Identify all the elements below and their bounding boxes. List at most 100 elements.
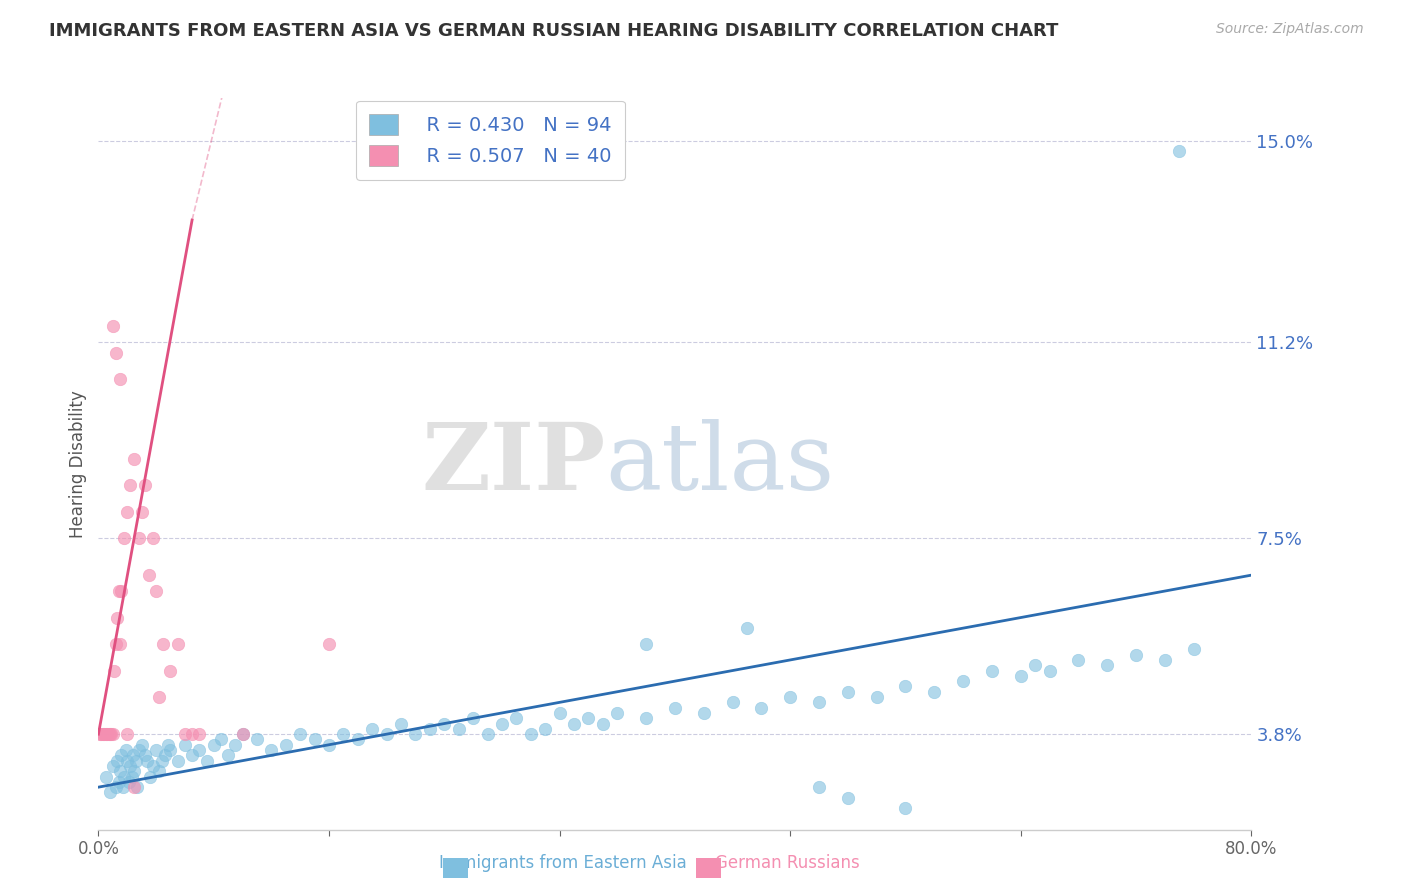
Point — [419, 722, 441, 736]
Point — [477, 727, 499, 741]
Point — [447, 722, 470, 736]
Point — [318, 738, 340, 752]
Point — [375, 727, 398, 741]
Point — [156, 738, 179, 752]
Point — [112, 770, 135, 784]
Point — [491, 716, 513, 731]
Point — [134, 478, 156, 492]
Point — [188, 727, 211, 741]
Point — [117, 727, 139, 741]
Point — [148, 690, 170, 704]
Point — [636, 711, 658, 725]
Point — [101, 727, 124, 741]
Text: Source: ZipAtlas.com: Source: ZipAtlas.com — [1216, 22, 1364, 37]
Point — [433, 716, 456, 731]
Point — [866, 690, 889, 704]
Point — [188, 743, 211, 757]
Text: atlas: atlas — [606, 419, 835, 508]
Point — [136, 754, 159, 768]
Point — [1067, 653, 1090, 667]
Point — [127, 780, 149, 794]
Point — [120, 478, 142, 492]
Point — [117, 754, 139, 768]
Point — [505, 711, 527, 725]
Point — [145, 584, 167, 599]
Point — [1097, 658, 1119, 673]
Point — [110, 584, 132, 599]
Point — [361, 722, 384, 736]
Point — [112, 531, 135, 545]
Legend:   R = 0.430   N = 94,   R = 0.507   N = 40: R = 0.430 N = 94, R = 0.507 N = 40 — [356, 101, 626, 180]
Point — [246, 732, 269, 747]
Point — [114, 743, 136, 757]
Point — [98, 727, 121, 741]
Point — [808, 695, 831, 709]
Point — [110, 748, 132, 763]
Point — [150, 754, 173, 768]
Point — [751, 700, 773, 714]
Point — [124, 764, 146, 779]
Point — [461, 711, 484, 725]
Point — [562, 716, 585, 731]
Text: Immigrants from Eastern Asia: Immigrants from Eastern Asia — [439, 855, 686, 872]
Text: ZIP: ZIP — [422, 419, 606, 508]
Point — [104, 780, 127, 794]
Point — [93, 727, 115, 741]
Point — [107, 584, 129, 599]
Point — [1182, 642, 1205, 657]
Point — [117, 504, 139, 518]
Point — [108, 764, 131, 779]
Point — [231, 727, 254, 741]
Point — [837, 790, 859, 805]
Point — [104, 345, 127, 359]
Point — [152, 637, 174, 651]
Point — [105, 754, 128, 768]
Point — [304, 732, 326, 747]
Point — [346, 732, 368, 747]
Point — [1024, 658, 1046, 673]
Point — [592, 716, 614, 731]
Point — [1154, 653, 1177, 667]
Y-axis label: Hearing Disability: Hearing Disability — [69, 390, 87, 538]
Point — [389, 716, 412, 731]
Text: German Russians: German Russians — [716, 855, 859, 872]
Point — [693, 706, 716, 720]
Point — [166, 637, 188, 651]
Point — [332, 727, 354, 741]
Point — [924, 685, 946, 699]
Point — [520, 727, 543, 741]
Point — [104, 637, 127, 651]
Point — [124, 780, 146, 794]
Point — [124, 451, 146, 466]
Point — [534, 722, 557, 736]
Point — [231, 727, 254, 741]
Point — [578, 711, 600, 725]
Point — [131, 738, 153, 752]
Point — [808, 780, 831, 794]
Point — [181, 727, 204, 741]
Point — [274, 738, 297, 752]
Point — [1039, 664, 1062, 678]
Point — [224, 738, 246, 752]
Point — [174, 738, 197, 752]
Point — [548, 706, 571, 720]
Point — [105, 610, 128, 624]
Point — [721, 695, 744, 709]
Point — [837, 685, 859, 699]
Text: IMMIGRANTS FROM EASTERN ASIA VS GERMAN RUSSIAN HEARING DISABILITY CORRELATION CH: IMMIGRANTS FROM EASTERN ASIA VS GERMAN R… — [49, 22, 1059, 40]
Point — [125, 754, 148, 768]
Point — [108, 372, 131, 386]
Point — [107, 775, 129, 789]
Point — [894, 680, 917, 694]
Point — [108, 637, 131, 651]
Point — [209, 732, 232, 747]
Point — [97, 727, 120, 741]
Point — [166, 754, 188, 768]
Point — [101, 759, 124, 773]
Point — [142, 759, 165, 773]
Point — [138, 568, 160, 582]
Point — [606, 706, 628, 720]
Point — [195, 754, 218, 768]
Point — [90, 727, 112, 741]
Point — [735, 621, 758, 635]
